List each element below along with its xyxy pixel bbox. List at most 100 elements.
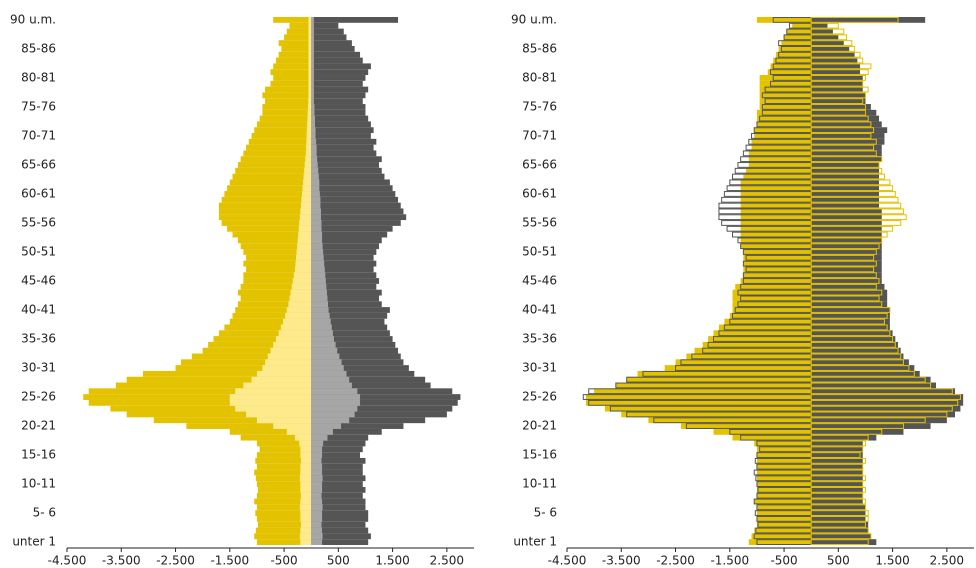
bar [311, 34, 347, 41]
bar [811, 353, 904, 360]
bar [811, 440, 863, 447]
bar [311, 353, 401, 360]
bar [235, 307, 312, 313]
bar [311, 28, 314, 35]
bar [311, 341, 336, 348]
bar [311, 115, 369, 122]
bar [743, 173, 812, 180]
bar [311, 399, 458, 406]
bar [311, 481, 363, 487]
bar [811, 22, 828, 29]
bar [811, 382, 937, 389]
outline-bar [810, 109, 866, 116]
bar [296, 249, 312, 255]
bar [811, 208, 882, 215]
bar [311, 324, 332, 331]
y-tick-label: 90 u.m. [511, 12, 557, 26]
bar [153, 417, 312, 424]
x-tick-label: -2.500 [156, 554, 195, 568]
bar [300, 539, 312, 545]
outline-bar [810, 382, 932, 389]
y-tick-label: 40-41 [522, 303, 557, 317]
bar [229, 179, 312, 186]
bar [311, 272, 326, 279]
bar [311, 208, 321, 215]
bar [311, 411, 447, 418]
bar [732, 434, 812, 441]
bar [311, 249, 324, 255]
outline-bar [810, 341, 896, 348]
bar [311, 75, 314, 81]
outline-bar [810, 167, 883, 174]
outline-bar [810, 376, 926, 383]
bar [306, 144, 312, 151]
bar [311, 63, 314, 70]
bar [811, 173, 880, 180]
bar [311, 469, 323, 476]
bar [311, 225, 322, 232]
bar [256, 452, 312, 458]
x-tick-label: 500 [327, 554, 350, 568]
bar [311, 22, 314, 29]
bar [311, 266, 374, 273]
bar [191, 353, 312, 360]
bar [724, 318, 812, 325]
bar [256, 370, 312, 377]
outline-bar [810, 266, 875, 273]
bar [311, 133, 316, 139]
bar [585, 399, 812, 406]
bar [300, 457, 312, 464]
bar [306, 138, 312, 145]
chart: unter 1 5- 6 10-11 15-16 20-21 25-26 30-31 35-3… [10, 12, 474, 568]
bar [306, 127, 312, 134]
bar [308, 57, 312, 64]
bar [311, 80, 363, 87]
y-tick-label: 75-76 [21, 99, 56, 113]
bar [311, 405, 358, 412]
bar [311, 428, 382, 435]
bar [792, 22, 812, 29]
bar [811, 46, 850, 52]
bar [311, 86, 314, 93]
bar [311, 330, 333, 337]
bar [227, 225, 312, 232]
y-tick-label: 20-21 [522, 419, 557, 433]
bar [311, 394, 361, 400]
bar [811, 457, 863, 464]
bar [621, 411, 812, 418]
outline-bar [810, 295, 880, 302]
bar [740, 214, 812, 221]
bar [262, 92, 312, 99]
bar [311, 324, 388, 331]
bar [311, 417, 350, 424]
bar [221, 220, 312, 226]
y-tick-label: 55-56 [522, 215, 557, 229]
bar [811, 533, 871, 540]
bar [299, 475, 312, 482]
bar [311, 370, 347, 377]
bar [311, 266, 325, 273]
bar [311, 434, 328, 441]
bar [289, 295, 312, 302]
bar [311, 46, 314, 52]
outline-bar [810, 40, 853, 47]
bar [311, 167, 382, 174]
bar [110, 405, 312, 412]
bar [811, 318, 890, 325]
bar [811, 394, 964, 400]
y-tick-label: 35-36 [522, 332, 557, 346]
bar [311, 109, 315, 116]
bar [756, 452, 812, 458]
bar [297, 243, 312, 250]
bar [311, 504, 366, 511]
bar [270, 80, 312, 87]
bar [311, 341, 396, 348]
bar [256, 463, 312, 470]
bar [311, 388, 453, 395]
bar [756, 492, 812, 499]
y-tick-label: 45-46 [522, 274, 557, 288]
bar [811, 359, 909, 366]
bar [308, 22, 312, 29]
bar [811, 115, 880, 122]
outline-bar [810, 388, 953, 395]
